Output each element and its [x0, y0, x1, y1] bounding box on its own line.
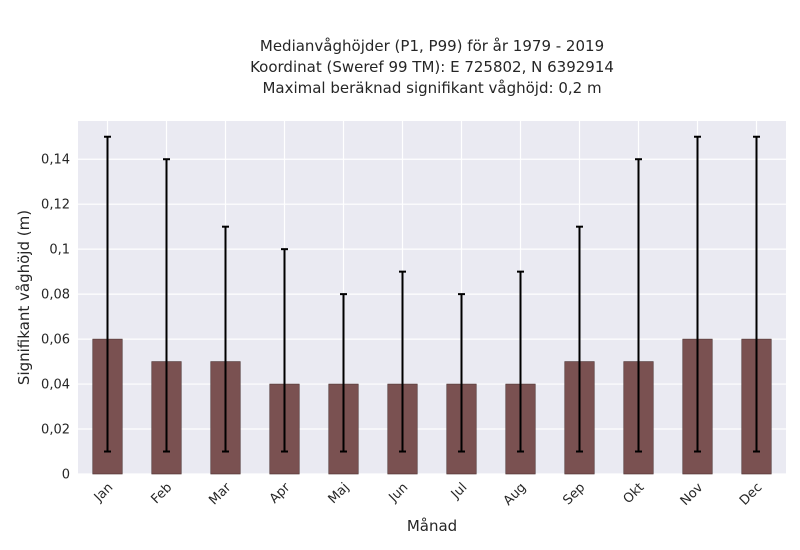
y-tick-label: 0,1: [49, 243, 70, 258]
x-tick-label: Aug: [501, 480, 530, 509]
y-tick-label: 0,02: [41, 423, 70, 438]
x-tick-label: Feb: [148, 480, 175, 507]
x-tick-label: Nov: [678, 480, 707, 509]
chart-title-line-2: Koordinat (Sweref 99 TM): E 725802, N 63…: [250, 58, 614, 76]
x-tick-label: Jun: [386, 480, 412, 506]
y-axis: 0 0,02 0,04 0,06 0,08 0,1 0,12 0,14: [41, 153, 70, 483]
error-bar-apr: [281, 248, 288, 453]
error-bar-dec: [753, 135, 760, 453]
plot-area: [78, 121, 786, 474]
y-tick-label: 0,12: [41, 198, 70, 213]
x-tick-label: Mar: [206, 480, 234, 508]
chart-title: Medianvåghöjder (P1, P99) för år 1979 - …: [250, 37, 614, 97]
error-bar-jan: [104, 135, 111, 453]
x-tick-label: Apr: [267, 480, 294, 507]
y-tick-label: 0,14: [41, 153, 70, 168]
chart-title-line-3: Maximal beräknad signifikant våghöjd: 0,…: [262, 79, 601, 97]
x-tick-label: Jul: [448, 480, 470, 502]
y-tick-label: 0,04: [41, 378, 70, 393]
x-axis-label: Månad: [407, 517, 457, 535]
x-tick-label: Okt: [621, 480, 648, 507]
error-bar-sep: [576, 225, 583, 453]
chart-title-line-1: Medianvåghöjder (P1, P99) för år 1979 - …: [260, 37, 604, 55]
x-tick-label: Jan: [91, 480, 116, 505]
error-bar-aug: [517, 270, 524, 453]
error-bar-maj: [340, 293, 347, 453]
error-bar-mar: [222, 225, 229, 453]
y-tick-label: 0: [62, 468, 70, 483]
error-bar-okt: [635, 158, 642, 453]
x-axis: Jan Feb Mar Apr Maj Jun Jul Aug Sep Okt Nov Dec: [91, 480, 765, 509]
error-bar-feb: [163, 158, 170, 453]
y-axis-label: Signifikant våghöjd (m): [15, 210, 33, 385]
error-bar-jun: [399, 270, 406, 453]
error-bars: [104, 135, 760, 453]
error-bar-jul: [458, 293, 465, 453]
y-tick-label: 0,06: [41, 333, 70, 348]
x-tick-label: Dec: [737, 480, 765, 508]
y-tick-label: 0,08: [41, 288, 70, 303]
x-tick-label: Sep: [560, 480, 588, 508]
x-tick-label: Maj: [326, 480, 353, 507]
error-bar-nov: [694, 135, 701, 453]
